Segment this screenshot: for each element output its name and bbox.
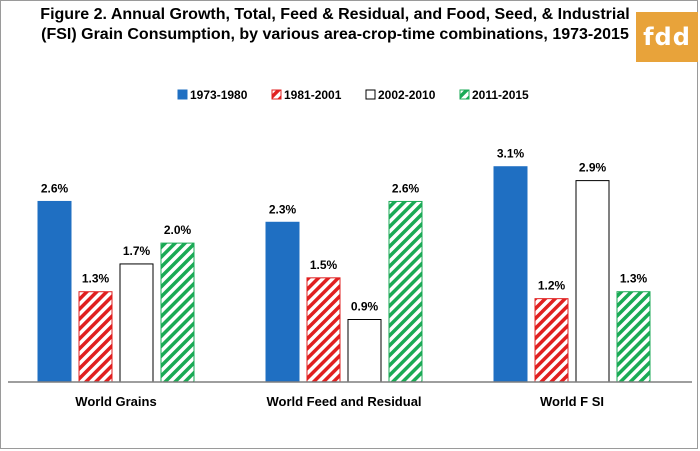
x-axis: World Grains World Feed and Residual World… (8, 381, 692, 409)
legend-label: 1981-2001 (284, 88, 342, 102)
bar-2011-2015-1 (388, 200, 423, 383)
bar-1981-2001-0 (78, 291, 113, 383)
category-label: World Feed and Residual (266, 394, 421, 409)
bar-2002-2010-1 (347, 319, 382, 383)
bar-1973-1980-2 (493, 166, 528, 383)
bar-2011-2015-0 (160, 242, 195, 383)
legend: 1973-1980 1981-2001 2002-2010 2011-2015 (177, 88, 529, 102)
legend-swatch (459, 89, 470, 100)
data-label: 2.3% (269, 202, 297, 216)
data-label: 1.7% (123, 244, 151, 258)
fdd-logo: fdd (636, 12, 698, 62)
data-label: 3.1% (497, 147, 525, 161)
bar-1981-2001-2 (534, 298, 569, 383)
bar-1973-1980-1 (265, 221, 300, 383)
data-label: 2.6% (392, 181, 420, 195)
bar-1973-1980-0 (37, 200, 72, 383)
data-label: 2.9% (579, 161, 607, 175)
category-label: World Grains (75, 394, 156, 409)
data-label: 0.9% (351, 300, 379, 314)
data-label: 1.2% (538, 279, 566, 293)
data-label: 2.6% (41, 181, 69, 195)
legend-swatch (365, 89, 376, 100)
bar-1981-2001-1 (306, 277, 341, 383)
data-label: 2.0% (164, 223, 192, 237)
data-label: 1.3% (82, 272, 110, 286)
legend-swatch (177, 89, 188, 100)
bar-2002-2010-2 (575, 180, 610, 383)
legend-swatch (271, 89, 282, 100)
data-label: 1.5% (310, 258, 338, 272)
data-label: 1.3% (620, 272, 648, 286)
logo-text: fdd (643, 23, 691, 51)
chart-title: Figure 2. Annual Growth, Total, Feed & R… (40, 6, 630, 43)
category-label: World F SI (540, 394, 604, 409)
legend-label: 2011-2015 (472, 88, 529, 102)
bar-2002-2010-0 (119, 263, 154, 383)
bars: 2.6% 1.3% 1.7% 2.0% 2.3% 1.5% 0.9% 2.6% 3.1% 1.2%… (37, 147, 651, 383)
bar-2011-2015-2 (616, 291, 651, 383)
legend-label: 1973-1980 (190, 88, 248, 102)
legend-label: 2002-2010 (378, 88, 436, 102)
